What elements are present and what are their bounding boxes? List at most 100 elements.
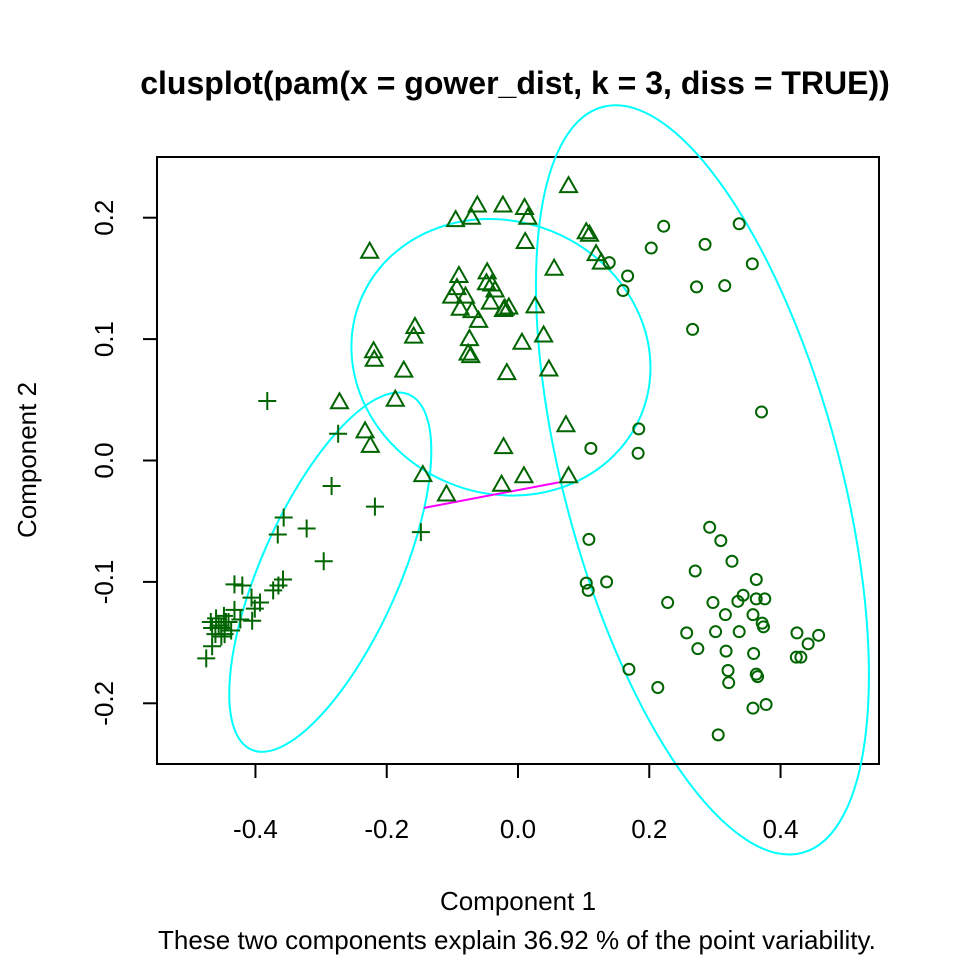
data-point-triangle (364, 348, 385, 367)
data-point-triangle (329, 391, 350, 410)
x-axis-label: Component 1 (440, 886, 596, 916)
data-point-circle (749, 592, 763, 606)
data-point-circle (790, 626, 804, 640)
data-point-plus (214, 606, 233, 625)
data-point-triangle (513, 465, 535, 484)
data-point-plus (197, 649, 216, 668)
data-point-circle (745, 257, 759, 271)
data-point-triangle (459, 328, 480, 347)
data-point-triangle (558, 465, 579, 484)
data-point-circle (789, 650, 803, 664)
data-point-circle (749, 572, 763, 586)
data-point-plus (233, 576, 252, 595)
data-point-circle (691, 642, 705, 656)
data-point-circle (756, 620, 770, 634)
data-point-triangle (585, 243, 607, 262)
data-point-triangle (558, 175, 579, 194)
data-point-triangle (496, 362, 518, 381)
data-point-circle (582, 532, 596, 546)
data-point-circle (579, 576, 593, 590)
data-point-triangle (511, 331, 533, 350)
data-point-circle (621, 269, 635, 283)
data-point-triangle (436, 483, 457, 502)
data-point-triangle (393, 359, 415, 378)
data-point-circle (698, 237, 712, 251)
data-point-circle (661, 596, 675, 610)
data-point-circle (718, 279, 732, 293)
data-point-circle (747, 647, 761, 661)
data-point-triangle (446, 277, 468, 296)
chart-subtitle: These two components explain 36.92 % of … (158, 925, 876, 955)
cluster-connectors (423, 481, 559, 509)
data-point-plus (225, 575, 244, 594)
data-point-circle (657, 219, 671, 233)
data-point-circle (725, 554, 739, 568)
data-point-circle (632, 422, 646, 436)
data-point-triangle (460, 345, 481, 364)
cluster-ellipses (228, 104, 870, 856)
data-point-triangle (468, 309, 489, 328)
data-point-circle (801, 637, 815, 651)
data-point-circle (631, 446, 645, 460)
data-point-triangle (476, 272, 497, 291)
x-tick-label: 0.0 (500, 814, 536, 844)
data-point-circle (746, 608, 760, 622)
data-point-circle (602, 256, 616, 270)
data-point-circle (616, 284, 630, 298)
data-point-triangle (591, 251, 612, 270)
y-tick-label: 0.0 (89, 442, 119, 478)
data-point-circle (706, 596, 720, 610)
data-point-circle (751, 670, 765, 684)
data-point-triangle (517, 206, 539, 225)
data-point-plus (322, 476, 341, 495)
data-point-circle (794, 650, 808, 664)
data-point-triangle (524, 295, 546, 314)
y-tick-label: 0.2 (89, 200, 119, 236)
data-point-circle (600, 575, 614, 589)
data-point-triangle (461, 300, 483, 319)
data-point-triangle (476, 261, 498, 280)
data-point-circle (688, 564, 702, 578)
data-point-triangle (360, 434, 381, 453)
data-point-triangle (543, 257, 565, 276)
data-point-plus (411, 523, 430, 542)
data-point-triangle (576, 221, 597, 240)
data-point-circle (690, 280, 704, 294)
data-point-circle (584, 441, 598, 455)
data-point-triangle (555, 414, 577, 433)
data-point-triangle (533, 324, 554, 343)
data-point-triangle (445, 209, 466, 228)
data-point-circle (709, 625, 723, 639)
data-point-triangle (493, 436, 514, 455)
data-point-triangle (491, 473, 512, 492)
data-point-triangle (455, 285, 476, 304)
data-point-triangle (457, 342, 479, 361)
data-point-triangle (498, 296, 520, 315)
data-point-plus (207, 609, 226, 628)
data-point-circle (759, 698, 773, 712)
x-tick-label: -0.2 (364, 814, 409, 844)
y-tick-label: 0.1 (89, 321, 119, 357)
data-point-plus (225, 600, 244, 619)
data-point-plus (209, 616, 228, 635)
data-point-plus (258, 392, 277, 411)
data-point-plus (274, 508, 293, 527)
y-axis: -0.2 -0.1 0.0 0.1 0.2 (89, 200, 158, 726)
data-point-plus (231, 610, 250, 629)
data-point-plus (243, 611, 262, 630)
data-point-triangle (515, 230, 536, 249)
data-point-triangle (579, 223, 600, 242)
cluster-ellipse (534, 104, 870, 856)
data-point-circle (714, 534, 728, 548)
data-point-circle (651, 681, 665, 695)
data-point-circle (721, 664, 735, 678)
x-tick-label: -0.4 (233, 814, 278, 844)
data-point-plus (203, 637, 222, 656)
x-tick-label: 0.2 (631, 814, 667, 844)
data-point-circle (680, 626, 694, 640)
data-point-plus (212, 627, 231, 646)
data-point-circle (703, 520, 717, 534)
data-point-circle (719, 644, 733, 658)
data-point-plus (245, 599, 264, 618)
